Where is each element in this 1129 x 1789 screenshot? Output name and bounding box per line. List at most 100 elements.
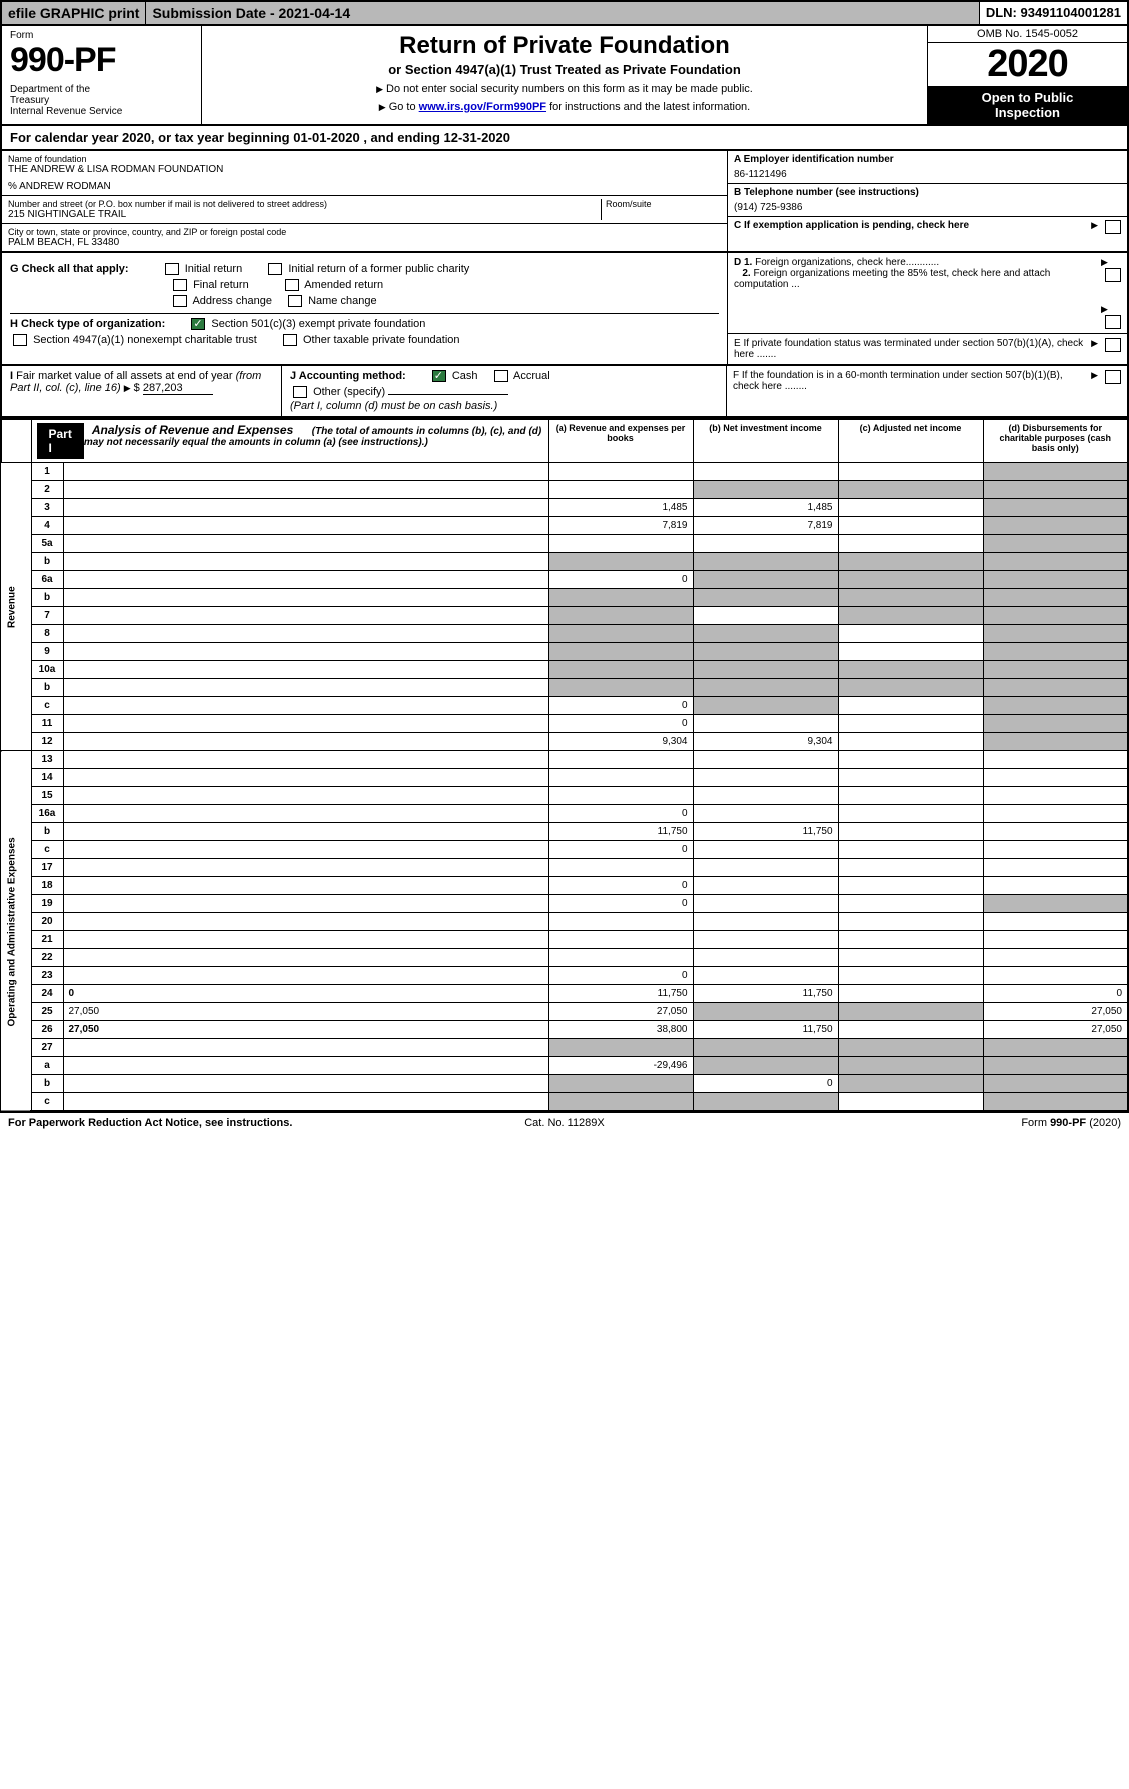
line-description: [63, 751, 548, 769]
line-number: b: [31, 823, 63, 841]
col-a-value: [548, 787, 693, 805]
entity-left: Name of foundation THE ANDREW & LISA ROD…: [2, 151, 727, 251]
e-row: E If private foundation status was termi…: [728, 334, 1127, 364]
col-a-value: [548, 661, 693, 679]
d1-checkbox[interactable]: [1105, 268, 1121, 282]
col-a-value: [548, 769, 693, 787]
e-checkbox[interactable]: [1105, 338, 1121, 352]
initial-return-checkbox[interactable]: [165, 263, 179, 275]
col-b-value: [693, 535, 838, 553]
other-method-checkbox[interactable]: [293, 386, 307, 398]
header-left: Form 990-PF Department of theTreasuryInt…: [2, 26, 202, 124]
line-description: [63, 931, 548, 949]
line-description: [63, 571, 548, 589]
col-c-value: [838, 499, 983, 517]
4947a1-checkbox[interactable]: [13, 334, 27, 346]
col-c-value: [838, 931, 983, 949]
other-taxable-checkbox[interactable]: [283, 334, 297, 346]
col-c-value: [838, 661, 983, 679]
line-number: b: [31, 589, 63, 607]
col-d-value: [983, 679, 1128, 697]
col-b-value: [693, 715, 838, 733]
checks-right: D 1. Foreign organizations, check here..…: [727, 253, 1127, 364]
line-number: 17: [31, 859, 63, 877]
line-number: a: [31, 1057, 63, 1075]
line-description: 0: [63, 985, 548, 1003]
line-number: 11: [31, 715, 63, 733]
col-b-value: [693, 967, 838, 985]
col-b-value: [693, 931, 838, 949]
line-description: [63, 859, 548, 877]
col-a-value: 0: [548, 571, 693, 589]
col-c-value: [838, 589, 983, 607]
line-description: [63, 697, 548, 715]
col-a-value: -29,496: [548, 1057, 693, 1075]
line-description: [63, 499, 548, 517]
d2-checkbox[interactable]: [1105, 315, 1121, 329]
footer-mid: Cat. No. 11289X: [379, 1117, 750, 1129]
col-c-value: [838, 1039, 983, 1057]
address-change-checkbox[interactable]: [173, 295, 187, 307]
checks-left: G Check all that apply: Initial return I…: [2, 253, 727, 364]
col-c-value: [838, 625, 983, 643]
phone-row: B Telephone number (see instructions) (9…: [728, 184, 1127, 217]
col-d-value: [983, 1093, 1128, 1112]
h-check-line: H Check type of organization: Section 50…: [10, 313, 719, 330]
col-b-value: [693, 841, 838, 859]
final-return-checkbox[interactable]: [173, 279, 187, 291]
col-b-value: [693, 859, 838, 877]
col-b-value: [693, 643, 838, 661]
cash-checkbox[interactable]: [432, 370, 446, 382]
line-description: [63, 841, 548, 859]
col-c-value: [838, 823, 983, 841]
col-b-value: [693, 751, 838, 769]
col-b-value: [693, 1039, 838, 1057]
line-number: 1: [31, 463, 63, 481]
top-bar: efile GRAPHIC print Submission Date - 20…: [0, 0, 1129, 26]
f-checkbox[interactable]: [1105, 370, 1121, 384]
col-b-value: 11,750: [693, 823, 838, 841]
line-number: 15: [31, 787, 63, 805]
line-number: 6a: [31, 571, 63, 589]
col-c-value: [838, 1093, 983, 1112]
line-number: 23: [31, 967, 63, 985]
col-c-value: [838, 517, 983, 535]
line-number: 18: [31, 877, 63, 895]
col-a-value: 0: [548, 805, 693, 823]
col-d-value: [983, 877, 1128, 895]
col-b-value: [693, 769, 838, 787]
col-a-value: [548, 913, 693, 931]
line-description: [63, 787, 548, 805]
col-a-value: 0: [548, 841, 693, 859]
501c3-checkbox[interactable]: [191, 318, 205, 330]
irs-link[interactable]: www.irs.gov/Form990PF: [419, 101, 546, 113]
form-title: Return of Private Foundation: [212, 32, 917, 60]
col-c-value: [838, 859, 983, 877]
col-c-value: [838, 913, 983, 931]
col-b-value: 0: [693, 1075, 838, 1093]
part1-table: Part I Analysis of Revenue and Expenses …: [0, 418, 1129, 1112]
name-change-checkbox[interactable]: [288, 295, 302, 307]
col-c-value: [838, 733, 983, 751]
form-label: Form: [10, 30, 193, 41]
line-description: [63, 481, 548, 499]
col-a-value: 0: [548, 895, 693, 913]
col-c-value: [838, 895, 983, 913]
col-a-value: [548, 859, 693, 877]
col-c-value: [838, 715, 983, 733]
exemption-checkbox[interactable]: [1105, 220, 1121, 234]
line-description: [63, 1093, 548, 1112]
col-c-value: [838, 697, 983, 715]
amended-checkbox[interactable]: [285, 279, 299, 291]
col-b-value: [693, 805, 838, 823]
col-b-value: [693, 697, 838, 715]
col-c-value: [838, 769, 983, 787]
col-d-value: [983, 625, 1128, 643]
ij-row: I Fair market value of all assets at end…: [0, 366, 1129, 418]
col-a-value: 9,304: [548, 733, 693, 751]
initial-former-checkbox[interactable]: [268, 263, 282, 275]
line-description: [63, 877, 548, 895]
col-c-value: [838, 481, 983, 499]
col-c-header: (c) Adjusted net income: [838, 419, 983, 463]
accrual-checkbox[interactable]: [494, 370, 508, 382]
